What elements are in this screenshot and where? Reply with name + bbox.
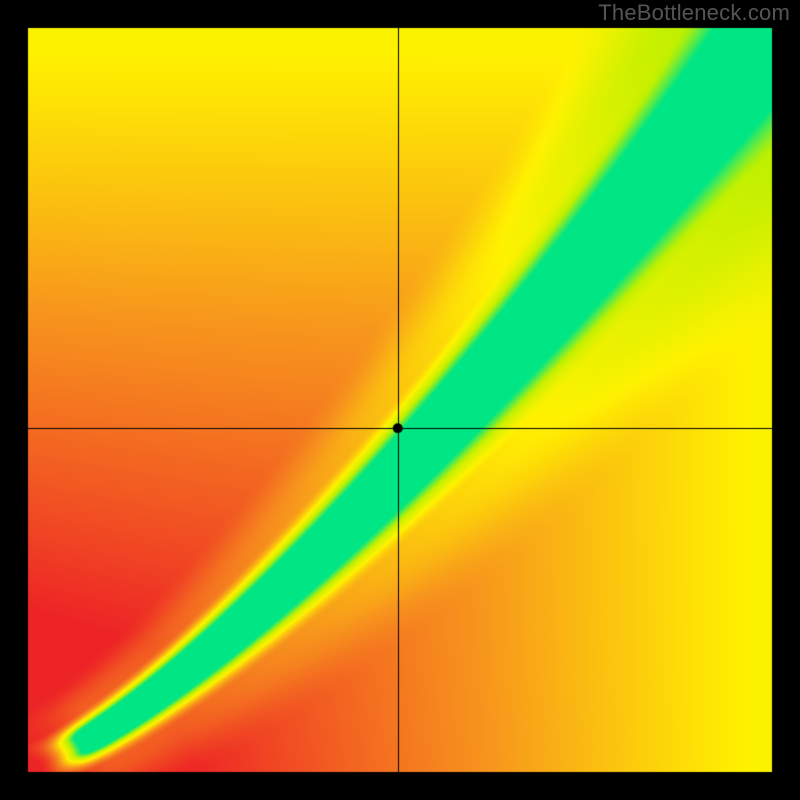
chart-container: TheBottleneck.com (0, 0, 800, 800)
bottleneck-heatmap-canvas (0, 0, 800, 800)
